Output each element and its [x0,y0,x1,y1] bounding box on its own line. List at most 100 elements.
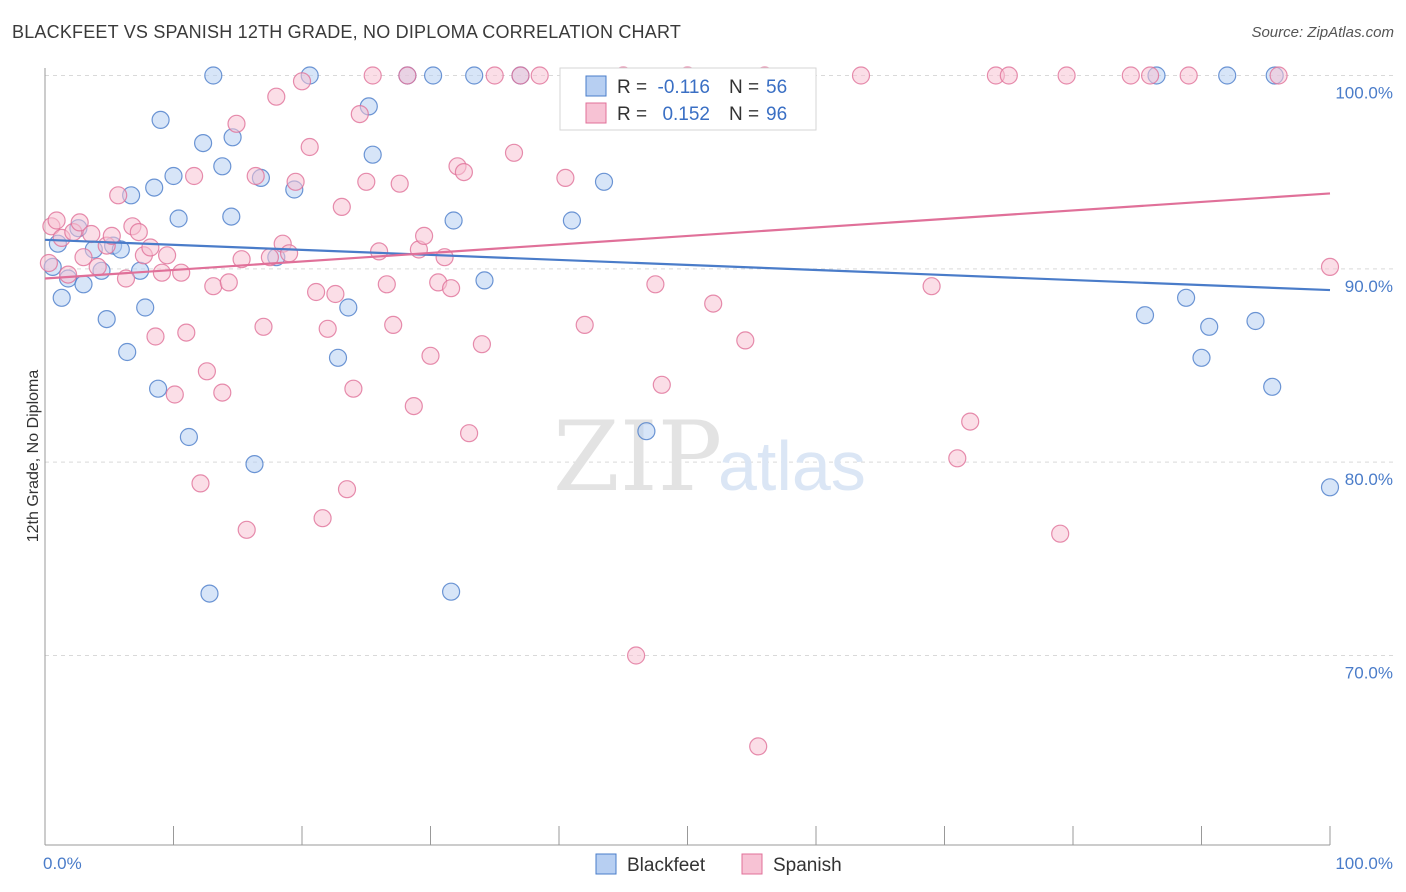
point-blackfeet-47 [1176,288,1196,307]
point-spanish-23 [177,323,196,342]
point-spanish-17 [141,238,160,257]
point-spanish-30 [227,114,246,133]
point-spanish-56 [398,66,417,85]
point-spanish-42 [307,282,326,302]
point-spanish-69 [504,143,524,162]
y-axis-label: 12th Grade, No Diploma [25,370,42,543]
legend-r-value-blackfeet: -0.116 [658,77,710,98]
point-spanish-20 [158,246,177,265]
point-spanish-31 [232,250,251,269]
point-spanish-12 [109,186,128,205]
legend-r-value-spanish: 0.152 [662,104,710,125]
point-blackfeet-55 [424,66,443,85]
point-spanish-39 [286,172,305,191]
point-spanish-81 [749,737,768,756]
x-tick-label-1: 100.0% [1335,854,1393,873]
point-spanish-68 [485,66,504,85]
point-blackfeet-46 [1135,306,1155,325]
point-spanish-95 [1320,257,1340,276]
legend-r-label-blackfeet: R = [617,77,647,98]
legend-n-label-blackfeet: N = [729,77,759,98]
point-blackfeet-2 [52,288,71,307]
trend-line-blackfeet [44,238,1331,292]
point-spanish-18 [146,327,165,346]
y-tick-label-0: 70.0% [1345,664,1393,683]
point-spanish-15 [129,223,148,242]
tick-labels: 70.0% 80.0% 90.0% 100.0% 0.0% 100.0% [43,83,1393,873]
point-spanish-79 [704,294,723,313]
point-spanish-40 [292,72,312,91]
point-spanish-11 [102,226,121,245]
bottom-legend-swatch-spanish [741,853,763,875]
chart-title: BLACKFEET VS SPANISH 12TH GRADE, NO DIPL… [12,22,682,42]
trend-lines [44,192,1331,292]
point-spanish-71 [530,66,549,85]
point-spanish-26 [197,362,216,381]
bottom-legend-swatch-blackfeet [595,853,617,875]
point-blackfeet-51 [1246,311,1265,331]
point-spanish-83 [851,66,871,85]
point-spanish-88 [999,66,1018,85]
point-spanish-55 [390,174,409,193]
point-blackfeet-24 [213,157,232,176]
point-spanish-44 [318,319,337,338]
point-blackfeet-22 [200,584,219,603]
point-spanish-53 [377,275,396,294]
point-spanish-75 [626,646,646,665]
point-blackfeet-20 [179,427,198,447]
point-spanish-4 [58,265,78,284]
point-spanish-2 [47,211,66,230]
legend-n-label-spanish: N = [729,104,759,125]
point-spanish-89 [1051,524,1070,543]
point-spanish-73 [575,315,594,334]
point-spanish-29 [219,273,238,292]
point-spanish-27 [204,277,223,296]
point-blackfeet-18 [164,166,183,186]
point-spanish-77 [652,375,671,394]
point-blackfeet-8 [97,310,116,329]
point-spanish-90 [1057,66,1076,85]
point-spanish-91 [1121,66,1140,85]
point-spanish-63 [442,279,461,298]
point-spanish-92 [1140,66,1160,85]
point-blackfeet-54 [1320,478,1340,497]
watermark: ZIP atlas [553,401,866,513]
point-spanish-28 [213,383,232,402]
point-blackfeet-35 [363,145,382,164]
point-spanish-33 [246,166,265,186]
point-spanish-24 [185,166,204,186]
point-spanish-80 [736,331,755,350]
y-tick-label-2: 90.0% [1345,277,1393,296]
point-spanish-76 [646,275,665,294]
point-spanish-9 [88,257,107,276]
point-spanish-25 [191,474,210,493]
axes [44,68,1331,846]
point-blackfeet-42 [562,211,582,230]
point-spanish-7 [74,248,93,267]
point-spanish-94 [1269,66,1288,85]
point-spanish-43 [313,509,332,528]
point-blackfeet-16 [149,379,168,398]
point-spanish-85 [948,449,967,468]
point-blackfeet-43 [594,172,614,191]
point-blackfeet-39 [465,66,484,85]
point-spanish-34 [254,317,273,336]
point-blackfeet-32 [328,348,348,367]
point-spanish-46 [332,197,351,216]
point-blackfeet-44 [637,422,656,441]
point-spanish-84 [922,277,941,296]
point-blackfeet-19 [169,209,188,228]
point-blackfeet-11 [118,342,137,362]
point-spanish-49 [350,104,369,124]
point-spanish-19 [152,263,171,282]
point-spanish-41 [300,137,319,157]
point-spanish-6 [70,213,89,232]
bottom-legend-label-spanish: Spanish [773,855,842,876]
point-spanish-60 [421,346,440,365]
point-spanish-36 [267,87,286,106]
y-tick-label-1: 80.0% [1345,470,1393,489]
legend: R = -0.116 N = 56 R = 0.152 N = 96 [559,67,817,131]
watermark-zip: ZIP [553,401,722,513]
point-blackfeet-33 [339,298,358,317]
